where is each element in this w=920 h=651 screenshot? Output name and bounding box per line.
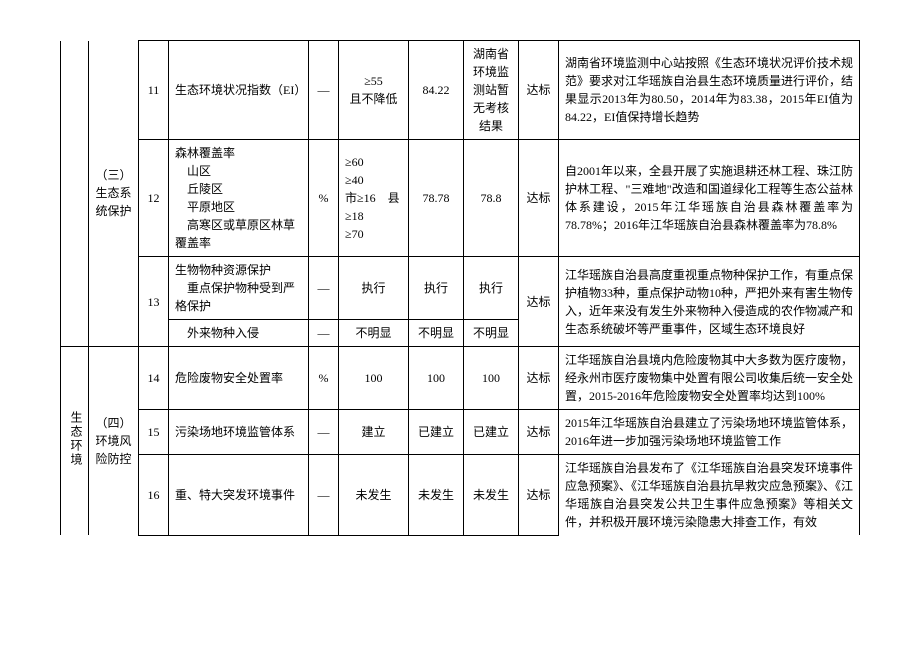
num-cell: 15 <box>139 410 169 455</box>
num-cell: 13 <box>139 257 169 347</box>
num-cell: 16 <box>139 455 169 536</box>
status-cell: 达标 <box>519 41 559 140</box>
v2-cell: 已建立 <box>464 410 519 455</box>
indicator-cell: 污染场地环境监管体系 <box>169 410 309 455</box>
req-cell: 建立 <box>339 410 409 455</box>
cat2-label: （三）生态系统保护 <box>95 168 131 218</box>
unit-cell: — <box>309 257 339 320</box>
v2-cell: 78.8 <box>464 140 519 257</box>
desc-cell: 江华瑶族自治县境内危险废物其中大多数为医疗废物，经永州市医疗废物集中处置有限公司… <box>559 347 860 410</box>
cat2-cell: （四）环境风险防控 <box>89 347 139 536</box>
status-cell: 达标 <box>519 410 559 455</box>
desc-cell: 江华瑶族自治县高度重视重点物种保护工作，有重点保护植物33种，重点保护动物10种… <box>559 257 860 347</box>
cat2-cell: （三）生态系统保护 <box>89 41 139 347</box>
desc-cell: 自2001年以来，全县开展了实施退耕还林工程、珠江防护林工程、"三难地"改造和国… <box>559 140 860 257</box>
indicator-cell: 外来物种入侵 <box>169 320 309 347</box>
cat2-label: （四）环境风险防控 <box>95 416 131 466</box>
table-row: 12 森林覆盖率 山区 丘陵区 平原地区 高寒区或草原区林草覆盖率 % ≥60 … <box>61 140 860 257</box>
unit-cell: — <box>309 320 339 347</box>
v1-cell: 84.22 <box>409 41 464 140</box>
cat1-cell: 生态环境 <box>61 347 89 536</box>
num-cell: 11 <box>139 41 169 140</box>
v1-cell: 未发生 <box>409 455 464 536</box>
cat1-cell <box>61 41 89 347</box>
cat1-label: 生态环境 <box>67 411 85 467</box>
table-row: 16 重、特大突发环境事件 — 未发生 未发生 未发生 达标 江华瑶族自治县发布… <box>61 455 860 536</box>
v2-cell: 未发生 <box>464 455 519 536</box>
req-cell: 执行 <box>339 257 409 320</box>
num-cell: 14 <box>139 347 169 410</box>
v1-cell: 不明显 <box>409 320 464 347</box>
v1-cell: 100 <box>409 347 464 410</box>
unit-cell: — <box>309 410 339 455</box>
desc-cell: 江华瑶族自治县发布了《江华瑶族自治县突发环境事件应急预案》、《江华瑶族自治县抗旱… <box>559 455 860 536</box>
unit-cell: % <box>309 140 339 257</box>
table-row: （三）生态系统保护 11 生态环境状况指数（EI） — ≥55 且不降低 84.… <box>61 41 860 140</box>
status-cell: 达标 <box>519 140 559 257</box>
indicator-cell: 森林覆盖率 山区 丘陵区 平原地区 高寒区或草原区林草覆盖率 <box>169 140 309 257</box>
req-cell: ≥55 且不降低 <box>339 41 409 140</box>
indicator-cell: 重、特大突发环境事件 <box>169 455 309 536</box>
unit-cell: — <box>309 455 339 536</box>
unit-cell: — <box>309 41 339 140</box>
req-cell: 100 <box>339 347 409 410</box>
status-cell: 达标 <box>519 455 559 536</box>
v2-cell: 不明显 <box>464 320 519 347</box>
table-row: 13 生物物种资源保护 重点保护物种受到严格保护 — 执行 执行 执行 达标 江… <box>61 257 860 320</box>
v2-cell: 100 <box>464 347 519 410</box>
indicator-cell: 危险废物安全处置率 <box>169 347 309 410</box>
indicator-cell: 生态环境状况指数（EI） <box>169 41 309 140</box>
v1-cell: 78.78 <box>409 140 464 257</box>
indicator-cell: 生物物种资源保护 重点保护物种受到严格保护 <box>169 257 309 320</box>
status-cell: 达标 <box>519 347 559 410</box>
desc-cell: 湖南省环境监测中心站按照《生态环境状况评价技术规范》要求对江华瑶族自治县生态环境… <box>559 41 860 140</box>
num-cell: 12 <box>139 140 169 257</box>
status-cell: 达标 <box>519 257 559 347</box>
assessment-table: （三）生态系统保护 11 生态环境状况指数（EI） — ≥55 且不降低 84.… <box>60 40 860 536</box>
req-cell: 不明显 <box>339 320 409 347</box>
table-row: 生态环境 （四）环境风险防控 14 危险废物安全处置率 % 100 100 10… <box>61 347 860 410</box>
v2-cell: 湖南省环境监测站暂无考核结果 <box>464 41 519 140</box>
desc-cell: 2015年江华瑶族自治县建立了污染场地环境监管体系，2016年进一步加强污染场地… <box>559 410 860 455</box>
req-cell: ≥60 ≥40 市≥16 县≥18 ≥70 <box>339 140 409 257</box>
v1-cell: 已建立 <box>409 410 464 455</box>
req-cell: 未发生 <box>339 455 409 536</box>
v2-cell: 执行 <box>464 257 519 320</box>
unit-cell: % <box>309 347 339 410</box>
v1-cell: 执行 <box>409 257 464 320</box>
table-row: 15 污染场地环境监管体系 — 建立 已建立 已建立 达标 2015年江华瑶族自… <box>61 410 860 455</box>
